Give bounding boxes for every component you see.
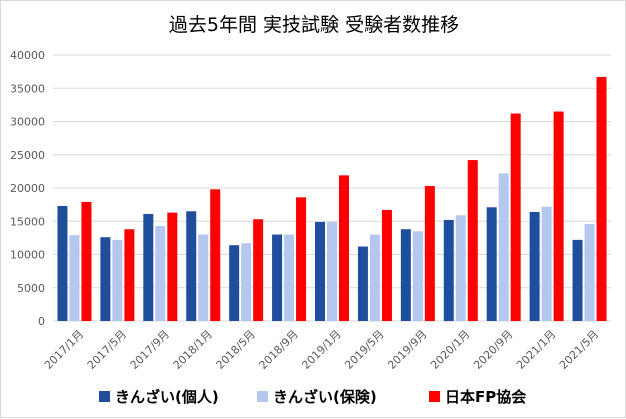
bar-series-3 — [167, 212, 178, 321]
y-tick-label: 20000 — [10, 182, 45, 195]
y-tick-label: 0 — [38, 315, 45, 328]
x-tick-label: 2021/1月 — [514, 328, 558, 372]
bar-series-2 — [198, 234, 209, 321]
bar-series-3 — [81, 201, 92, 321]
legend-swatch-2 — [257, 391, 268, 402]
legend-swatch-1 — [99, 391, 110, 402]
bar-series-2 — [155, 225, 166, 321]
bar-series-2 — [327, 221, 337, 321]
bar-series-1 — [315, 221, 325, 321]
x-tick-label: 2020/1月 — [428, 328, 472, 372]
x-tick-label: 2018/9月 — [257, 328, 301, 372]
legend: きんざい(個人) きんざい(保険) 日本FP協会 — [99, 388, 526, 406]
y-tick-label: 25000 — [10, 149, 45, 162]
x-tick-label: 2019/5月 — [342, 328, 386, 372]
bar-series-2 — [498, 173, 509, 321]
bar-series-2 — [369, 234, 380, 321]
x-tick-label: 2018/1月 — [171, 328, 215, 372]
y-tick-label: 35000 — [10, 82, 45, 95]
x-tick-label: 2017/5月 — [85, 328, 129, 372]
x-tick-label: 2017/9月 — [128, 328, 172, 372]
bar-series-3 — [553, 111, 564, 322]
x-tick-label: 2017/1月 — [42, 328, 86, 372]
legend-label-3: 日本FP協会 — [445, 388, 526, 406]
bar-series-1 — [272, 234, 283, 321]
x-tick-label: 2018/5月 — [214, 328, 258, 372]
legend-label-1: きんざい(個人) — [115, 388, 219, 406]
x-tick-label: 2019/1月 — [299, 328, 343, 372]
y-tick-label: 10000 — [10, 249, 45, 262]
bar-series-3 — [381, 209, 392, 321]
bar-series-3 — [467, 160, 478, 321]
y-tick-label: 15000 — [10, 215, 45, 228]
bar-series-3 — [596, 76, 607, 321]
y-axis: 0 5000 10000 15000 20000 25000 30000 35000 40000 — [10, 49, 45, 328]
bar-series-1 — [186, 211, 197, 321]
y-tick-label: 40000 — [10, 49, 45, 62]
bar-series-2 — [455, 215, 466, 321]
bar-series-2 — [541, 206, 552, 321]
bar-series-2 — [584, 223, 595, 321]
bar-series-1 — [443, 219, 454, 321]
bar-series-1 — [400, 229, 411, 321]
bar-series-1 — [486, 207, 497, 321]
bar-series-1 — [57, 205, 68, 321]
bar-series-1 — [572, 239, 583, 321]
bar-series-2 — [112, 239, 123, 321]
x-tick-label: 2021/5月 — [557, 328, 601, 372]
x-tick-label: 2020/9月 — [471, 328, 515, 372]
y-tick-label: 5000 — [17, 282, 45, 295]
bar-series-1 — [229, 245, 240, 321]
x-tick-label: 2019/9月 — [385, 328, 429, 372]
bar-series-1 — [529, 211, 540, 321]
bar-series-1 — [143, 213, 154, 321]
bar-series-2 — [69, 235, 80, 321]
bar-series-3 — [424, 186, 435, 321]
legend-label-2: きんざい(保険) — [273, 388, 377, 406]
bar-series-3 — [339, 175, 349, 321]
bar-series-1 — [100, 237, 111, 321]
legend-swatch-3 — [429, 391, 440, 402]
y-tick-label: 30000 — [10, 116, 45, 129]
bar-series-3 — [510, 113, 521, 322]
bar-series-2 — [412, 231, 423, 321]
x-axis: 2017/1月2017/5月2017/9月2018/1月2018/5月2018/… — [42, 328, 601, 372]
bar-series-1 — [357, 246, 368, 321]
bar-series-3 — [124, 229, 135, 321]
bar-series-3 — [296, 197, 307, 321]
bar-series-2 — [241, 243, 252, 321]
bar-series-3 — [253, 219, 264, 321]
bars — [57, 76, 607, 322]
bar-series-3 — [210, 189, 221, 321]
bar-series-2 — [284, 234, 295, 321]
chart-title: 過去5年間 実技試験 受験者数推移 — [169, 14, 459, 36]
